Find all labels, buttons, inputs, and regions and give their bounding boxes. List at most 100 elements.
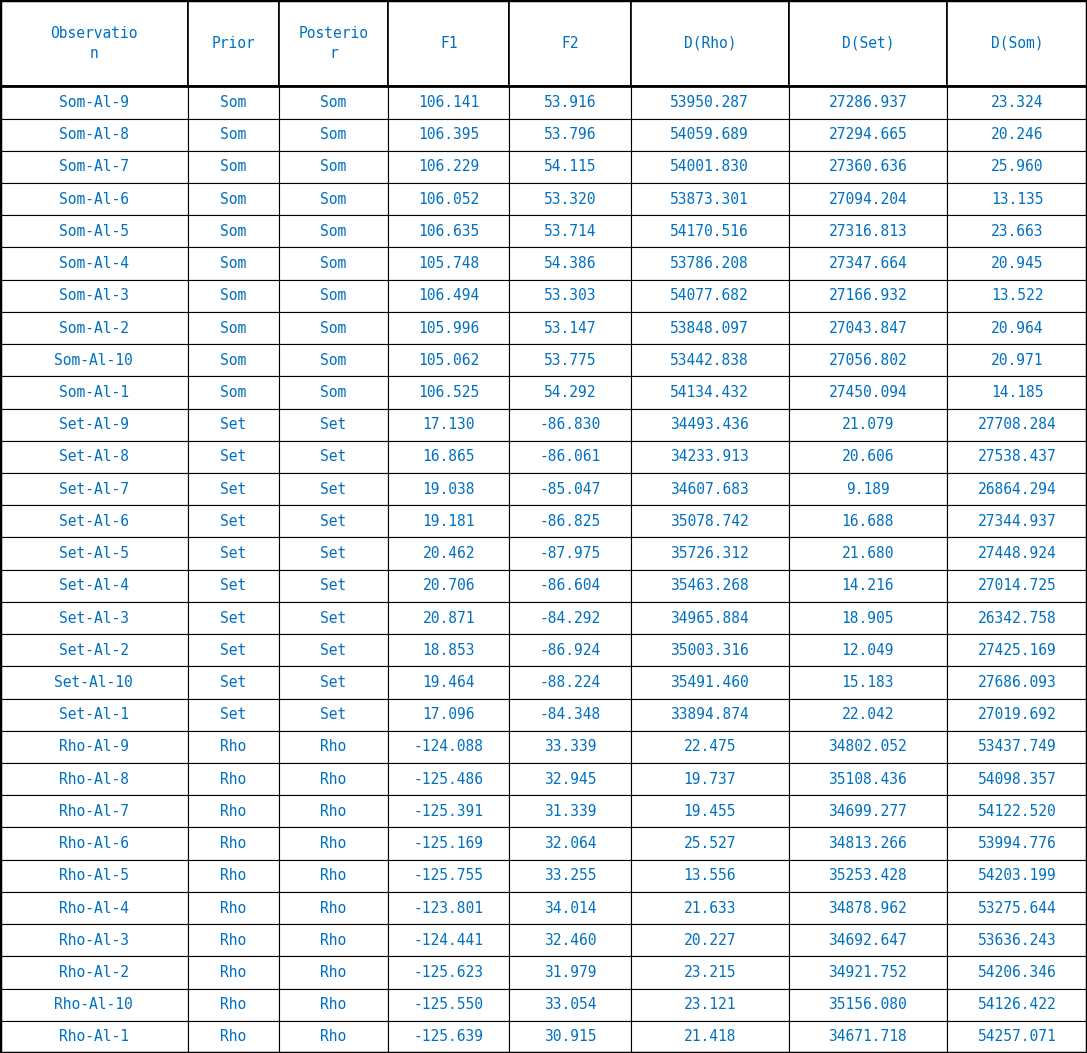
Bar xyxy=(510,537,630,570)
Bar xyxy=(279,151,388,183)
Text: 54122.520: 54122.520 xyxy=(977,803,1057,819)
Text: 54.115: 54.115 xyxy=(544,159,597,175)
Text: 32.064: 32.064 xyxy=(544,836,597,851)
Text: 54126.422: 54126.422 xyxy=(977,997,1057,1012)
Text: 19.038: 19.038 xyxy=(423,481,475,497)
Bar xyxy=(279,247,388,280)
Bar xyxy=(0,795,188,828)
Text: -88.224: -88.224 xyxy=(539,675,601,690)
Bar xyxy=(279,473,388,505)
Text: Set-Al-4: Set-Al-4 xyxy=(59,578,129,593)
Text: Set-Al-9: Set-Al-9 xyxy=(59,417,129,432)
Bar xyxy=(789,473,947,505)
Bar xyxy=(789,86,947,119)
Text: 23.121: 23.121 xyxy=(684,997,736,1012)
Bar xyxy=(510,280,630,312)
Bar xyxy=(789,667,947,698)
Bar xyxy=(510,376,630,409)
Bar xyxy=(279,119,388,151)
Text: Set: Set xyxy=(321,514,347,529)
Bar xyxy=(188,247,279,280)
Bar xyxy=(947,698,1087,731)
Text: 54134.432: 54134.432 xyxy=(671,385,749,400)
Bar xyxy=(947,376,1087,409)
Bar xyxy=(188,183,279,215)
Bar xyxy=(789,763,947,795)
Text: 20.227: 20.227 xyxy=(684,933,736,948)
Bar xyxy=(188,151,279,183)
Text: 53.916: 53.916 xyxy=(544,95,597,110)
Text: 53.796: 53.796 xyxy=(544,127,597,142)
Text: 13.135: 13.135 xyxy=(990,192,1044,206)
Bar xyxy=(0,312,188,344)
Bar xyxy=(388,505,510,537)
Text: 20.871: 20.871 xyxy=(423,611,475,625)
Bar xyxy=(188,925,279,956)
Text: Som: Som xyxy=(321,385,347,400)
Text: Set: Set xyxy=(321,417,347,432)
Text: 20.246: 20.246 xyxy=(990,127,1044,142)
Bar xyxy=(0,183,188,215)
Text: -86.061: -86.061 xyxy=(539,450,601,464)
Bar xyxy=(0,602,188,634)
Text: 27425.169: 27425.169 xyxy=(977,642,1057,658)
Text: -125.623: -125.623 xyxy=(414,965,484,980)
Text: Som-Al-4: Som-Al-4 xyxy=(59,256,129,271)
Bar xyxy=(279,602,388,634)
Text: -125.486: -125.486 xyxy=(414,772,484,787)
Text: Observatio
n: Observatio n xyxy=(50,25,138,61)
Text: 53994.776: 53994.776 xyxy=(977,836,1057,851)
Text: Set: Set xyxy=(321,578,347,593)
Text: Som-Al-7: Som-Al-7 xyxy=(59,159,129,175)
Text: 27286.937: 27286.937 xyxy=(828,95,908,110)
Text: Rho: Rho xyxy=(321,772,347,787)
Text: 106.395: 106.395 xyxy=(418,127,479,142)
Bar xyxy=(789,441,947,473)
Text: -86.924: -86.924 xyxy=(539,642,601,658)
Text: 19.737: 19.737 xyxy=(684,772,736,787)
Bar xyxy=(279,634,388,667)
Text: 27056.802: 27056.802 xyxy=(828,353,908,367)
Text: Rho: Rho xyxy=(221,869,247,883)
Bar xyxy=(947,795,1087,828)
Bar xyxy=(947,859,1087,892)
Text: 25.960: 25.960 xyxy=(990,159,1044,175)
Text: Rho-Al-2: Rho-Al-2 xyxy=(59,965,129,980)
Text: 22.475: 22.475 xyxy=(684,739,736,754)
Text: 33.255: 33.255 xyxy=(544,869,597,883)
Text: Rho: Rho xyxy=(221,933,247,948)
Bar xyxy=(630,280,789,312)
Bar xyxy=(947,731,1087,763)
Bar xyxy=(279,828,388,859)
Text: 25.527: 25.527 xyxy=(684,836,736,851)
Bar xyxy=(188,667,279,698)
Text: Set: Set xyxy=(321,675,347,690)
Bar xyxy=(188,505,279,537)
Text: 18.853: 18.853 xyxy=(423,642,475,658)
Bar xyxy=(510,795,630,828)
Text: Rho: Rho xyxy=(321,933,347,948)
Text: Rho: Rho xyxy=(321,1030,347,1045)
Bar xyxy=(510,634,630,667)
Bar xyxy=(279,215,388,247)
Text: Rho-Al-3: Rho-Al-3 xyxy=(59,933,129,948)
Bar xyxy=(0,247,188,280)
Bar xyxy=(510,183,630,215)
Bar xyxy=(279,537,388,570)
Text: 20.606: 20.606 xyxy=(841,450,895,464)
Bar xyxy=(0,1020,188,1053)
Text: Set: Set xyxy=(321,450,347,464)
Bar xyxy=(789,537,947,570)
Text: Som: Som xyxy=(321,192,347,206)
Bar xyxy=(630,859,789,892)
Text: 27344.937: 27344.937 xyxy=(977,514,1057,529)
Text: 53.714: 53.714 xyxy=(544,224,597,239)
Bar xyxy=(279,376,388,409)
Text: Som-Al-6: Som-Al-6 xyxy=(59,192,129,206)
Text: 34921.752: 34921.752 xyxy=(828,965,908,980)
Text: 23.324: 23.324 xyxy=(990,95,1044,110)
Text: Som: Som xyxy=(321,95,347,110)
Bar xyxy=(0,409,188,441)
Bar xyxy=(188,634,279,667)
Bar xyxy=(388,667,510,698)
